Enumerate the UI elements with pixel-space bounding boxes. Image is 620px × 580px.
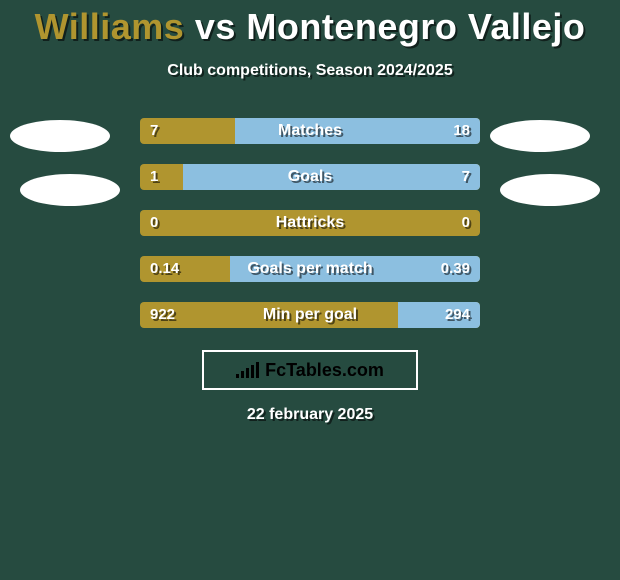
title-player-2: Montenegro Vallejo [246, 6, 585, 47]
page-title: Williams vs Montenegro Vallejo [0, 0, 620, 48]
fctables-badge[interactable]: FcTables.com [202, 350, 418, 390]
bar-right [235, 118, 480, 144]
chart-icon [236, 362, 259, 378]
stat-row: Hattricks00 [140, 210, 480, 236]
bar-track [140, 164, 480, 190]
stat-row: Min per goal922294 [140, 302, 480, 328]
bar-track [140, 118, 480, 144]
bar-track [140, 302, 480, 328]
stat-row: Matches718 [140, 118, 480, 144]
title-player-1: Williams [35, 6, 185, 47]
bar-right [398, 302, 480, 328]
stat-row: Goals per match0.140.39 [140, 256, 480, 282]
fctables-label: FcTables.com [265, 360, 384, 381]
stat-row: Goals17 [140, 164, 480, 190]
bar-track [140, 256, 480, 282]
stats-table: Matches718 Goals17 Hattricks00 Goals per ma… [0, 118, 620, 328]
date-label: 22 february 2025 [0, 406, 620, 424]
bar-right [230, 256, 480, 282]
subtitle: Club competitions, Season 2024/2025 [0, 62, 620, 80]
bar-track [140, 210, 480, 236]
title-vs: vs [195, 6, 236, 47]
bar-right [183, 164, 481, 190]
